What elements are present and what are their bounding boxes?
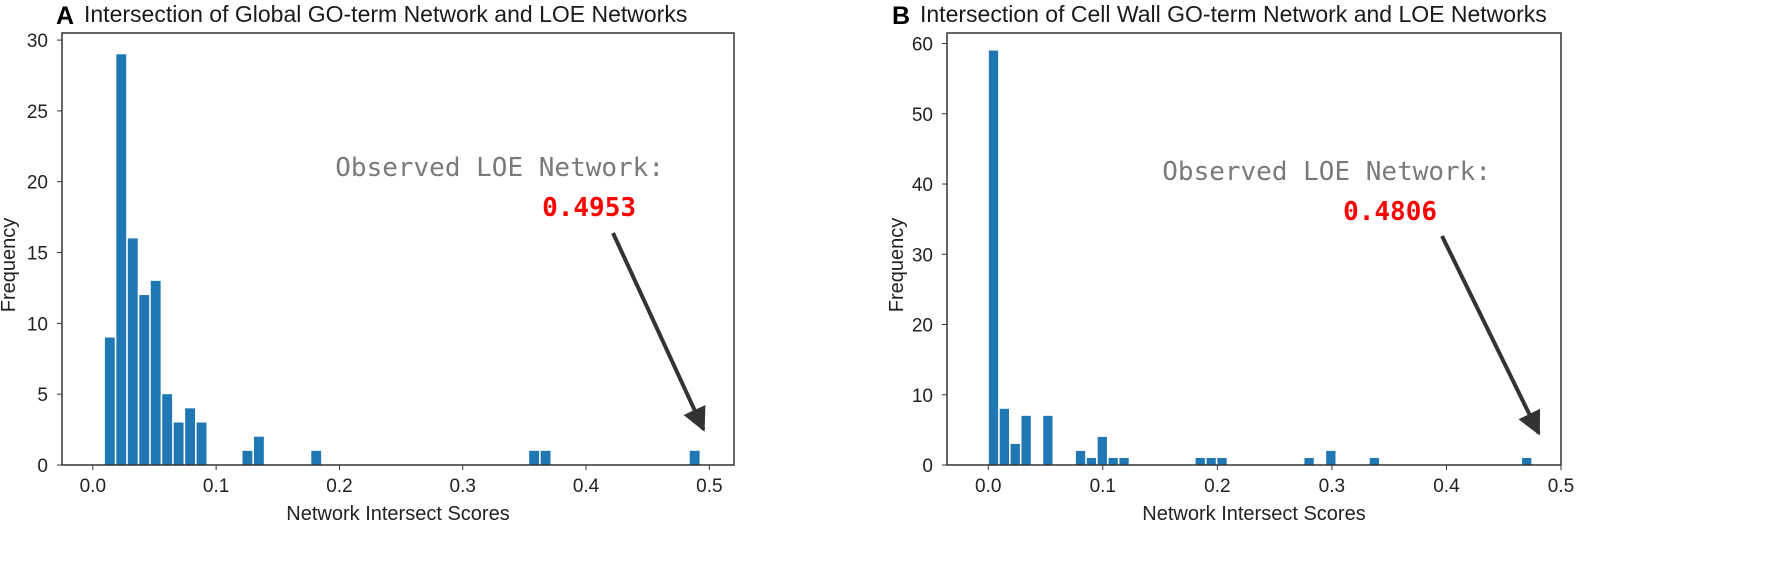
histogram-bar [242, 450, 253, 465]
histogram-bar [1086, 457, 1097, 465]
annotation-arrow [611, 232, 706, 432]
y-axis-label: Frequency [886, 218, 908, 313]
histogram-bar [540, 450, 551, 465]
panel-letter: A [56, 2, 74, 30]
chart-title: Intersection of Cell Wall GO-term Networ… [920, 1, 1547, 27]
histogram-bar [1206, 457, 1216, 465]
y-axis-label: Frequency [0, 218, 20, 313]
x-tick-label: 0.5 [1548, 476, 1574, 497]
histogram-bar [988, 50, 999, 465]
histogram-bar [1119, 457, 1129, 465]
histogram-bar [529, 450, 540, 465]
x-tick-label: 0.1 [203, 476, 229, 497]
y-tick-label: 10 [27, 314, 48, 335]
histogram-bar [311, 450, 322, 465]
y-tick-label: 0 [922, 456, 933, 477]
histogram-bar [1043, 415, 1053, 465]
chart-title: Intersection of Global GO-term Network a… [84, 1, 687, 27]
histogram-bar [1304, 457, 1314, 465]
histogram-bar [1522, 457, 1532, 465]
chart-panel-a: A Intersection of Global GO-term Network … [0, 1, 735, 525]
y-tick-label: 30 [27, 31, 48, 52]
chart-panel-b: B Intersection of Cell Wall GO-term Netwo… [886, 0, 1772, 588]
x-tick-label: 0.4 [1433, 476, 1460, 497]
histogram-bar [1021, 415, 1031, 465]
histogram-bar [1369, 457, 1380, 465]
y-tick-label: 10 [912, 386, 933, 407]
y-tick-label: 40 [912, 175, 933, 196]
y-tick-label: 30 [912, 245, 933, 266]
y-tick-label: 50 [912, 105, 933, 126]
x-tick-label: 0.3 [1319, 476, 1345, 497]
histogram-bar [104, 337, 115, 465]
y-tick-label: 20 [912, 316, 933, 337]
annotation-label: Observed LOE Network: [1162, 157, 1491, 187]
x-tick-label: 0.3 [450, 476, 476, 497]
y-tick-label: 25 [27, 102, 48, 123]
histogram-bar [1097, 436, 1107, 465]
panel-letter: B [892, 2, 910, 30]
histogram-chart-b: B Intersection of Cell Wall GO-term Netwo… [886, 1, 1574, 525]
histogram-bar [185, 408, 196, 465]
histogram-bar [173, 422, 184, 465]
plot-frame [946, 32, 1562, 466]
y-tick-label: 60 [912, 35, 933, 56]
y-tick-label: 20 [27, 173, 48, 194]
annotation-value: 0.4806 [1343, 197, 1437, 227]
histogram-bar [1326, 450, 1336, 465]
histogram-bar [1010, 443, 1020, 465]
annotation-value: 0.4953 [542, 193, 636, 223]
histogram-bar [116, 54, 127, 465]
histogram-bar [999, 408, 1010, 465]
histogram-bar [1075, 450, 1086, 465]
x-tick-label: 0.0 [975, 476, 1001, 497]
histogram-bar [1217, 457, 1227, 465]
x-axis-label: Network Intersect Scores [286, 503, 509, 525]
y-tick-label: 0 [37, 456, 48, 477]
histogram-bar [127, 238, 138, 465]
histogram-bar [196, 422, 207, 465]
histogram-bar [1195, 457, 1205, 465]
annotation-arrow [1440, 235, 1541, 436]
histogram-bar [689, 450, 700, 465]
y-tick-label: 5 [37, 385, 48, 406]
plot-frame [61, 32, 735, 466]
x-tick-label: 0.2 [326, 476, 352, 497]
histogram-chart-a: A Intersection of Global GO-term Network … [0, 1, 735, 525]
x-axis-label: Network Intersect Scores [1142, 503, 1365, 525]
histogram-bar [162, 394, 173, 465]
annotation-label: Observed LOE Network: [335, 153, 664, 183]
x-tick-label: 0.2 [1204, 476, 1230, 497]
y-tick-label: 15 [27, 244, 48, 265]
histogram-bar [150, 280, 161, 465]
histogram-bar [253, 436, 264, 465]
histogram-bar [139, 295, 150, 465]
x-tick-label: 0.5 [696, 476, 722, 497]
histogram-bar [1108, 457, 1118, 465]
x-tick-label: 0.1 [1090, 476, 1116, 497]
x-tick-label: 0.0 [80, 476, 106, 497]
x-tick-label: 0.4 [573, 476, 600, 497]
